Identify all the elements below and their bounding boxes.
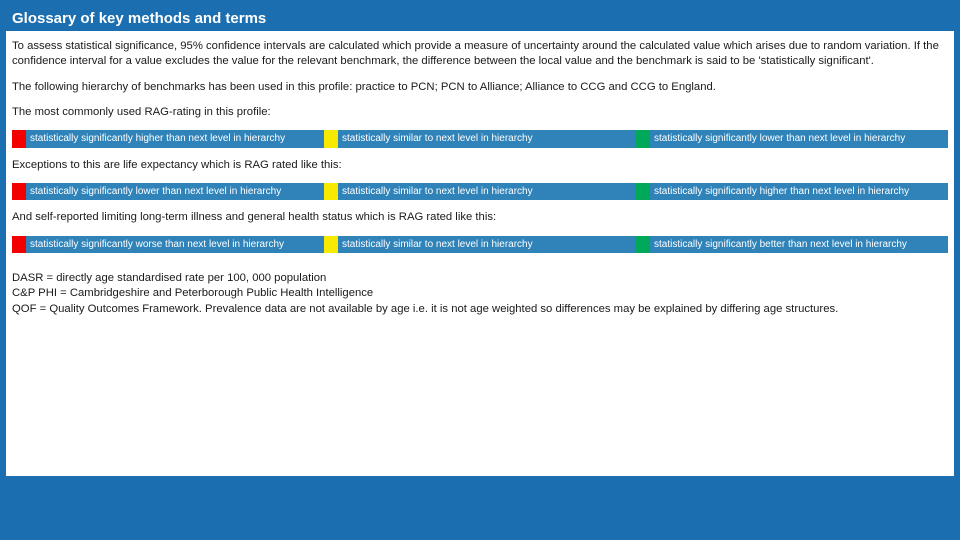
rag-cell-red: statistically significantly worse than n… — [12, 236, 324, 254]
rag-cell-green: statistically significantly higher than … — [636, 183, 948, 201]
rag-cell-green: statistically significantly lower than n… — [636, 130, 948, 148]
rag-label-green: statistically significantly higher than … — [650, 183, 948, 201]
inner-panel: Glossary of key methods and terms To ass… — [6, 6, 954, 534]
swatch-yellow — [324, 236, 338, 254]
paragraph-life-expectancy-intro: Exceptions to this are life expectancy w… — [12, 158, 948, 173]
rag-row-life-expectancy: statistically significantly lower than n… — [12, 183, 948, 201]
swatch-red — [12, 183, 26, 201]
rag-cell-red: statistically significantly higher than … — [12, 130, 324, 148]
header-bar: Glossary of key methods and terms — [6, 6, 954, 31]
rag-label-green: statistically significantly better than … — [650, 236, 948, 254]
rag-label-yellow: statistically similar to next level in h… — [338, 236, 636, 254]
rag-cell-yellow: statistically similar to next level in h… — [324, 183, 636, 201]
paragraph-self-reported-intro: And self-reported limiting long-term ill… — [12, 210, 948, 225]
paragraph-common-rag-intro: The most commonly used RAG-rating in thi… — [12, 105, 948, 120]
swatch-red — [12, 236, 26, 254]
rag-cell-red: statistically significantly lower than n… — [12, 183, 324, 201]
definition-qof: QOF = Quality Outcomes Framework. Preval… — [12, 302, 948, 317]
rag-label-red: statistically significantly worse than n… — [26, 236, 324, 254]
swatch-green — [636, 130, 650, 148]
swatch-green — [636, 183, 650, 201]
rag-cell-yellow: statistically similar to next level in h… — [324, 130, 636, 148]
definition-dasr: DASR = directly age standardised rate pe… — [12, 271, 948, 286]
rag-cell-green: statistically significantly better than … — [636, 236, 948, 254]
page-title: Glossary of key methods and terms — [12, 10, 266, 27]
footer-bar — [0, 476, 960, 540]
swatch-red — [12, 130, 26, 148]
rag-label-yellow: statistically similar to next level in h… — [338, 130, 636, 148]
rag-label-red: statistically significantly lower than n… — [26, 183, 324, 201]
definition-cpphi: C&P PHI = Cambridgeshire and Peterboroug… — [12, 286, 948, 301]
swatch-yellow — [324, 183, 338, 201]
paragraph-hierarchy: The following hierarchy of benchmarks ha… — [12, 80, 948, 95]
rag-label-yellow: statistically similar to next level in h… — [338, 183, 636, 201]
rag-row-common: statistically significantly higher than … — [12, 130, 948, 148]
paragraph-significance: To assess statistical significance, 95% … — [12, 39, 948, 70]
rag-label-red: statistically significantly higher than … — [26, 130, 324, 148]
rag-label-green: statistically significantly lower than n… — [650, 130, 948, 148]
page-frame: Glossary of key methods and terms To ass… — [0, 0, 960, 540]
content-area: To assess statistical significance, 95% … — [6, 31, 954, 317]
rag-row-self-reported: statistically significantly worse than n… — [12, 236, 948, 254]
rag-cell-yellow: statistically similar to next level in h… — [324, 236, 636, 254]
definitions-block: DASR = directly age standardised rate pe… — [12, 271, 948, 317]
swatch-yellow — [324, 130, 338, 148]
swatch-green — [636, 236, 650, 254]
